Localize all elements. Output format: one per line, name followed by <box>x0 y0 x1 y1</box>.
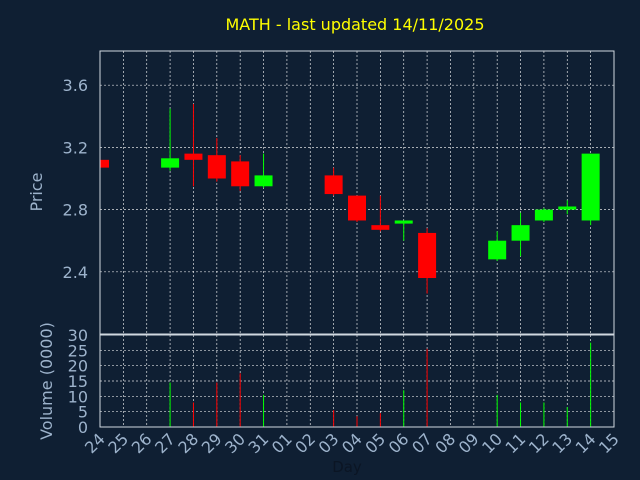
candle <box>534 208 553 223</box>
candle <box>581 153 600 226</box>
candle-body <box>161 158 180 168</box>
price-tick-label: 2.4 <box>63 263 88 282</box>
x-ticks: 2425262728293031010203040506070809101112… <box>81 429 623 457</box>
candle <box>161 108 180 171</box>
price-candles <box>99 103 600 294</box>
volume-tick-label: 25 <box>68 341 88 360</box>
candle <box>207 138 226 182</box>
candle-body <box>324 175 343 195</box>
candle <box>99 159 109 168</box>
candle <box>324 167 343 196</box>
candle-body <box>231 161 250 187</box>
candle-body <box>394 220 413 224</box>
candle-body <box>418 232 437 279</box>
x-axis-label: Day <box>332 458 362 476</box>
price-tick-label: 2.8 <box>63 201 88 220</box>
candle-body <box>371 225 390 230</box>
volume-axis-label: Volume (0000) <box>37 322 56 440</box>
candle-body <box>254 175 273 187</box>
candle <box>348 195 366 223</box>
candle <box>488 231 507 261</box>
price-grid <box>99 51 615 334</box>
price-frame <box>99 50 615 335</box>
candle-body <box>100 159 109 168</box>
candle-body <box>511 225 530 241</box>
candle-body <box>207 155 226 179</box>
volume-tick-label: 5 <box>78 403 88 422</box>
volume-bars <box>169 342 592 427</box>
price-tick-label: 3.2 <box>63 138 88 157</box>
candle-body <box>581 153 600 221</box>
volume-tick-label: 15 <box>68 372 88 391</box>
candle <box>418 228 437 294</box>
candle-body <box>488 240 507 260</box>
candle-body <box>348 195 366 221</box>
candle <box>184 103 203 187</box>
candle-body <box>184 153 203 160</box>
volume-tick-label: 0 <box>78 418 88 437</box>
candle <box>394 220 413 241</box>
volume-tick-label: 10 <box>68 387 88 406</box>
candle <box>371 195 390 232</box>
candle <box>254 153 273 188</box>
price-axis-label: Price <box>27 172 46 211</box>
volume-frame <box>99 334 615 428</box>
price-y-ticks: 2.4 2.8 3.2 3.6 <box>63 76 88 282</box>
candle <box>231 155 250 191</box>
volume-tick-label: 20 <box>68 357 88 376</box>
candle <box>511 212 530 257</box>
volume-tick-label: 30 <box>68 326 88 345</box>
x-axis-area <box>100 427 614 480</box>
candle-body <box>558 206 577 210</box>
candle <box>558 200 577 215</box>
chart-title: MATH - last updated 14/11/2025 <box>225 15 484 34</box>
candle-body <box>534 209 553 221</box>
price-tick-label: 3.6 <box>63 76 88 95</box>
